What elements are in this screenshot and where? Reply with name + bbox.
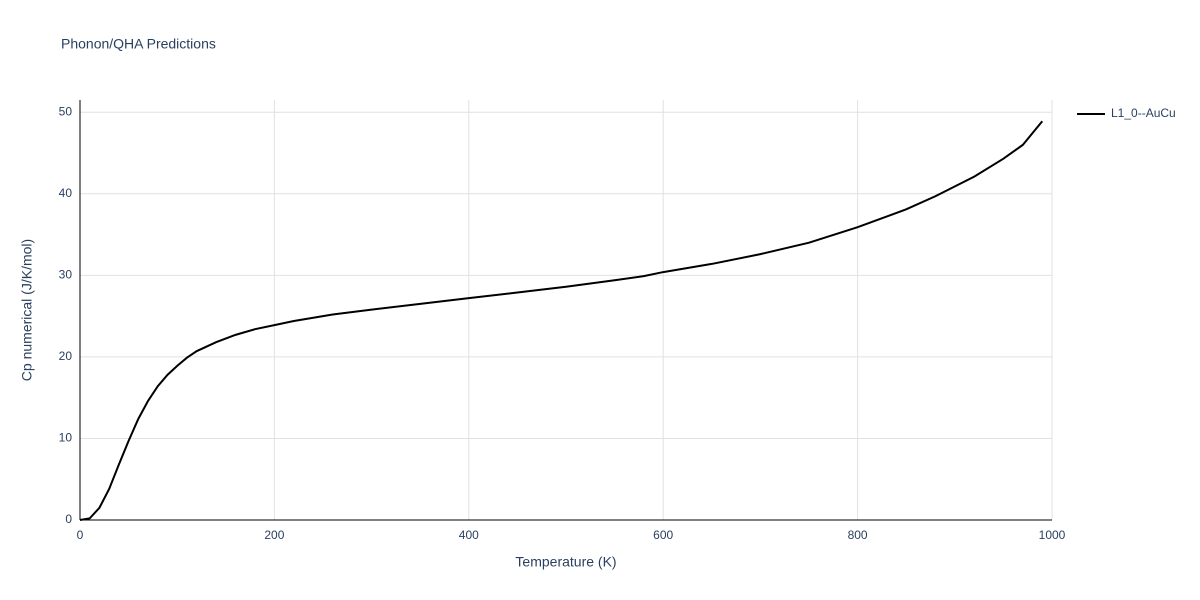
x-tick-label: 0 bbox=[77, 528, 84, 542]
x-tick-label: 800 bbox=[848, 528, 868, 542]
y-tick-label: 0 bbox=[65, 512, 72, 526]
y-tick-label: 40 bbox=[59, 186, 73, 200]
y-tick-label: 10 bbox=[59, 431, 73, 445]
y-axis-label: Cp numerical (J/K/mol) bbox=[19, 239, 35, 381]
legend-label: L1_0--AuCu bbox=[1111, 106, 1176, 120]
x-tick-label: 400 bbox=[459, 528, 479, 542]
y-tick-label: 30 bbox=[59, 268, 73, 282]
x-tick-label: 600 bbox=[653, 528, 673, 542]
chart-title: Phonon/QHA Predictions bbox=[61, 36, 216, 52]
x-tick-label: 200 bbox=[264, 528, 284, 542]
data-line bbox=[79, 120, 1044, 521]
x-axis-label: Temperature (K) bbox=[515, 554, 616, 570]
x-tick-label: 1000 bbox=[1039, 528, 1066, 542]
y-tick-label: 20 bbox=[59, 349, 73, 363]
y-tick-label: 50 bbox=[59, 104, 73, 118]
